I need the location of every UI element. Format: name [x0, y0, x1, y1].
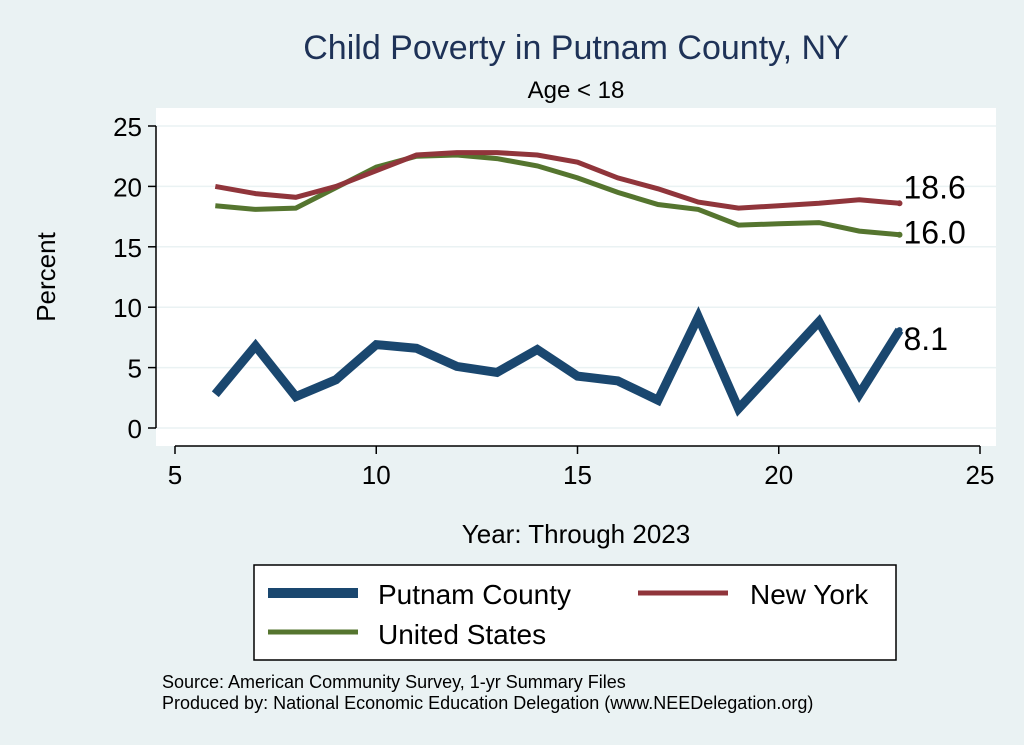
- y-tick-label: 15: [113, 233, 142, 263]
- series-end-point-putnam-county: [896, 327, 903, 334]
- source-line: Source: American Community Survey, 1-yr …: [162, 672, 626, 692]
- series-lines: [211, 150, 904, 417]
- end-value-label-united-states: 16.0: [904, 215, 966, 251]
- x-tick-label: 5: [168, 460, 182, 490]
- end-value-label-putnam-county: 8.1: [904, 321, 948, 357]
- end-value-label-new-york: 18.6: [904, 169, 966, 205]
- chart-subtitle: Age < 18: [528, 77, 625, 104]
- x-axis-label: Year: Through 2023: [462, 519, 690, 549]
- x-tick-label: 15: [563, 460, 592, 490]
- y-tick-label: 20: [113, 172, 142, 202]
- series-end-point-new-york: [896, 200, 903, 207]
- series-line-putnam-county: [211, 306, 904, 417]
- grid-lines: [156, 125, 996, 429]
- legend: Putnam County New York United States: [253, 564, 897, 661]
- produced-by-line: Produced by: National Economic Education…: [162, 693, 813, 713]
- y-tick-label: 0: [128, 414, 142, 444]
- legend-label-new-york: New York: [750, 579, 869, 610]
- plot-area: [156, 108, 996, 446]
- x-tick-label: 10: [362, 460, 391, 490]
- legend-label-putnam: Putnam County: [378, 579, 571, 610]
- y-tick-label: 5: [128, 354, 142, 384]
- series-line-united-states: [215, 152, 900, 238]
- series-line-new-york: [214, 150, 900, 211]
- legend-label-united-states: United States: [378, 619, 546, 650]
- chart-title: Child Poverty in Putnam County, NY: [303, 29, 849, 67]
- series-end-point-united-states: [896, 231, 903, 238]
- y-tick-label: 25: [113, 112, 142, 142]
- y-tick-label: 10: [113, 293, 142, 323]
- x-tick-label: 20: [764, 460, 793, 490]
- end-labels: 8.1 18.6 16.0: [904, 169, 966, 357]
- legend-box: [253, 564, 897, 661]
- y-axis-label: Percent: [31, 231, 61, 321]
- x-tick-label: 25: [966, 460, 995, 490]
